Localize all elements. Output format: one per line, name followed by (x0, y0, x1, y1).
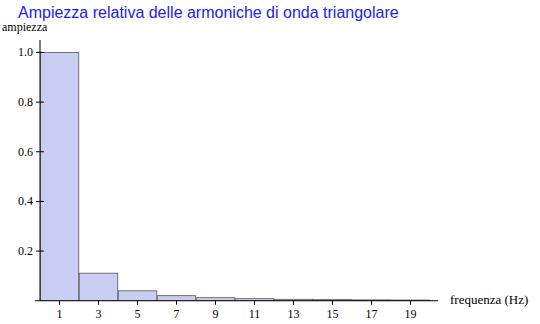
y-tick (36, 201, 44, 202)
y-tick (36, 52, 44, 53)
x-tick-label: 13 (288, 307, 300, 321)
y-tick-label: 1.0 (18, 45, 33, 59)
y-tick (36, 102, 44, 103)
bar (79, 273, 118, 301)
x-tick-label: 19 (405, 307, 417, 321)
y-tick-label: 0.8 (18, 95, 33, 109)
title: Ampiezza relativa delle armoniche di ond… (18, 4, 399, 21)
bar (157, 296, 196, 301)
bar (40, 52, 79, 300)
x-tick (137, 301, 138, 305)
y-axis-label: ampiezza (2, 20, 48, 34)
bar (118, 291, 157, 301)
chart-svg: Ampiezza relativa delle armoniche di ond… (0, 0, 540, 324)
y-tick (36, 251, 44, 252)
x-tick-label: 3 (96, 307, 102, 321)
y-tick (36, 151, 44, 152)
chart-container: Ampiezza relativa delle armoniche di ond… (0, 0, 540, 324)
x-tick (332, 301, 333, 305)
x-tick (176, 301, 177, 305)
bars (40, 52, 430, 300)
x-tick-label: 5 (135, 307, 141, 321)
x-axis-line (35, 300, 438, 301)
x-tick-label: 1 (57, 307, 63, 321)
x-tick-label: 17 (366, 307, 378, 321)
x-tick (371, 301, 372, 305)
x-tick-label: 11 (249, 307, 261, 321)
y-axis-line (40, 40, 41, 301)
x-tick-label: 7 (174, 307, 180, 321)
y-tick-label: 0.6 (18, 145, 33, 159)
x-tick (98, 301, 99, 305)
x-tick (254, 301, 255, 305)
x-tick (293, 301, 294, 305)
x-tick (410, 301, 411, 305)
x-tick (215, 301, 216, 305)
x-axis-label: frequenza (Hz) (450, 292, 528, 307)
x-tick-label: 15 (327, 307, 339, 321)
x-tick (59, 301, 60, 305)
y-tick-label: 0.2 (18, 244, 33, 258)
y-tick-label: 0.4 (18, 194, 33, 208)
x-tick-label: 9 (213, 307, 219, 321)
